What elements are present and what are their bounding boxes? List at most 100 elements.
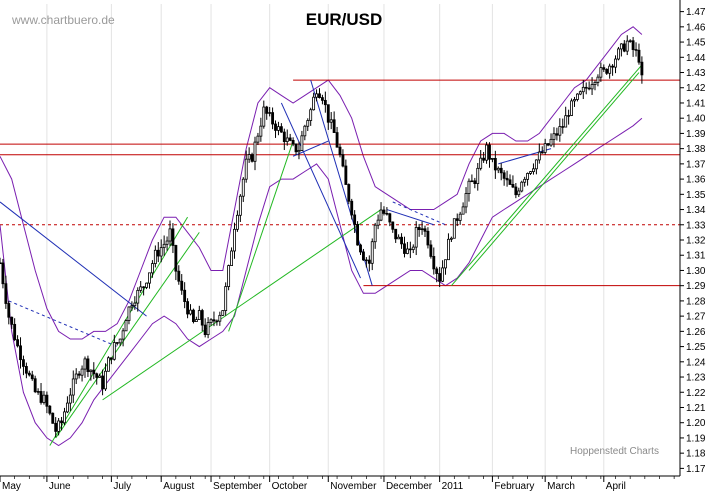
candle-body bbox=[244, 158, 248, 180]
y-tick-label: 1.29 bbox=[686, 281, 706, 292]
candle-body bbox=[250, 154, 254, 162]
candle-body bbox=[203, 324, 207, 336]
y-tick-label: 1.41 bbox=[686, 98, 706, 109]
candle-body bbox=[517, 190, 521, 196]
candle-body bbox=[584, 86, 588, 89]
candle-body bbox=[39, 391, 43, 403]
candle-body bbox=[271, 112, 275, 125]
candle-body bbox=[192, 309, 195, 322]
candle-body bbox=[411, 246, 415, 250]
candle-body bbox=[174, 245, 178, 272]
candle-body bbox=[30, 374, 34, 380]
candle-body bbox=[382, 209, 386, 214]
y-tick-label: 1.33 bbox=[686, 220, 706, 231]
candle-body bbox=[479, 157, 483, 169]
candle-body bbox=[107, 357, 110, 372]
candle-body bbox=[628, 40, 632, 42]
candle-body bbox=[0, 262, 2, 265]
candle-body bbox=[444, 259, 447, 269]
candle-body bbox=[420, 228, 424, 231]
x-tick-label: April bbox=[606, 481, 626, 492]
candle-body bbox=[118, 338, 122, 344]
x-tick-label: June bbox=[49, 481, 71, 492]
candle-body bbox=[326, 104, 330, 123]
candle-body bbox=[523, 178, 527, 183]
candle-body bbox=[473, 180, 477, 185]
candle-body bbox=[186, 301, 190, 315]
y-tick-label: 1.28 bbox=[686, 296, 706, 307]
candle-body bbox=[285, 137, 289, 142]
candle-body bbox=[130, 305, 134, 308]
candle-body bbox=[22, 359, 25, 367]
candle-body bbox=[617, 48, 620, 60]
candle-body bbox=[631, 40, 635, 50]
candle-body bbox=[256, 135, 260, 143]
y-tick-label: 1.34 bbox=[686, 205, 706, 216]
candle-body bbox=[177, 270, 181, 282]
candle-body bbox=[573, 99, 576, 102]
candle-body bbox=[57, 420, 61, 432]
trendlines bbox=[0, 64, 643, 446]
candle-body bbox=[241, 178, 245, 197]
candle-body bbox=[625, 40, 629, 52]
candle-body bbox=[33, 378, 37, 393]
candle-body bbox=[306, 120, 310, 127]
bollinger-bands bbox=[0, 26, 643, 447]
candle-body bbox=[74, 373, 78, 380]
candle-body bbox=[279, 126, 283, 133]
candle-body bbox=[230, 250, 233, 266]
candle-body bbox=[499, 167, 503, 174]
candle-body bbox=[165, 240, 169, 245]
y-tick-label: 1.23 bbox=[686, 373, 706, 384]
candle-body bbox=[570, 100, 573, 116]
candle-body bbox=[341, 154, 345, 167]
candle-body bbox=[423, 228, 427, 232]
candle-body bbox=[482, 157, 486, 161]
candle-body bbox=[162, 243, 166, 249]
candle-body bbox=[370, 241, 374, 264]
candle-body bbox=[206, 322, 210, 336]
y-tick-label: 1.39 bbox=[686, 129, 706, 140]
candle-body bbox=[315, 93, 318, 98]
candle-body bbox=[277, 126, 280, 131]
y-tick-label: 1.24 bbox=[686, 357, 706, 368]
candle-body bbox=[121, 330, 125, 340]
y-tick-label: 1.45 bbox=[686, 38, 706, 49]
candle-body bbox=[520, 181, 524, 192]
candle-body bbox=[397, 236, 401, 240]
candle-body bbox=[338, 146, 342, 156]
candle-body bbox=[435, 268, 439, 274]
candle-body bbox=[532, 168, 535, 173]
candle-body bbox=[614, 58, 617, 68]
candle-body bbox=[139, 286, 143, 291]
y-tick-label: 1.43 bbox=[686, 68, 706, 79]
watermark-text: www.chartbuero.de bbox=[11, 13, 115, 27]
candle-body bbox=[353, 214, 357, 225]
candle-body bbox=[109, 357, 113, 360]
candle-body bbox=[142, 286, 146, 289]
candle-body bbox=[189, 309, 192, 315]
y-tick-label: 1.36 bbox=[686, 175, 706, 186]
candle-body bbox=[197, 310, 201, 320]
candle-body bbox=[45, 394, 49, 407]
candle-body bbox=[288, 137, 292, 141]
candle-body bbox=[54, 422, 58, 432]
candle-body bbox=[98, 375, 102, 378]
candle-body bbox=[51, 412, 55, 424]
candle-body bbox=[493, 157, 497, 171]
candle-body bbox=[417, 227, 421, 231]
dashed-trendline bbox=[8, 300, 118, 348]
candle-body bbox=[86, 358, 90, 373]
candle-body bbox=[171, 228, 175, 246]
y-tick-label: 1.19 bbox=[686, 433, 706, 444]
candle-body bbox=[575, 93, 579, 100]
y-tick-label: 1.44 bbox=[686, 53, 706, 64]
candle-body bbox=[388, 213, 392, 223]
candle-body bbox=[77, 373, 81, 376]
trendline bbox=[102, 209, 382, 401]
candle-body bbox=[153, 249, 157, 264]
candle-body bbox=[476, 167, 480, 185]
trendline bbox=[468, 72, 640, 271]
